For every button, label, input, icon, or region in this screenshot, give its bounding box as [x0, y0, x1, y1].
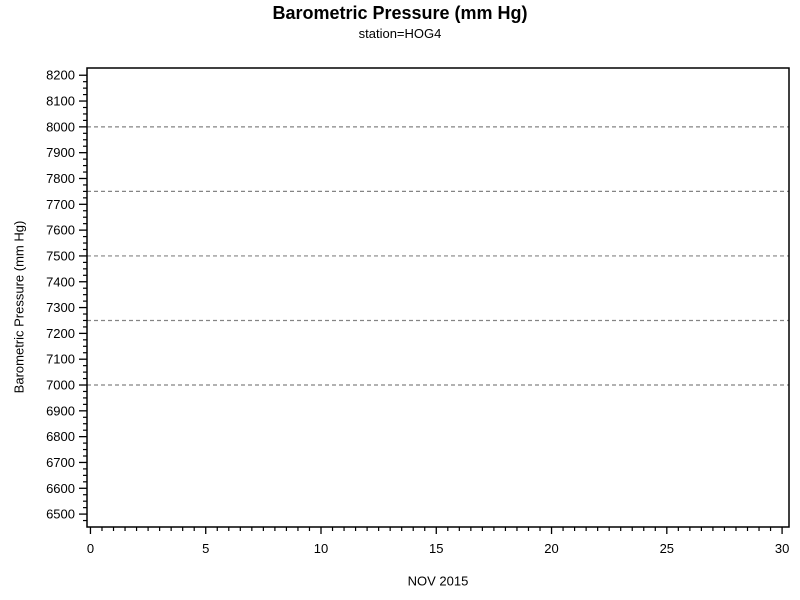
- chart-title: Barometric Pressure (mm Hg): [272, 3, 528, 23]
- y-axis-tick-label: 6600: [46, 481, 75, 496]
- y-axis-tick-label: 7700: [46, 197, 75, 212]
- y-axis-tick-label: 8200: [46, 68, 75, 83]
- y-axis-tick-label: 7500: [46, 248, 75, 263]
- chart-subtitle: station=HOG4: [358, 26, 442, 41]
- y-axis-tick-label: 7600: [46, 223, 75, 238]
- x-axis-tick-label: 5: [202, 541, 209, 556]
- x-axis-tick-label: 20: [544, 541, 558, 556]
- y-axis-tick-label: 7300: [46, 300, 75, 315]
- y-axis-tick-label: 7200: [46, 326, 75, 341]
- x-axis-tick-label: 30: [775, 541, 789, 556]
- y-axis-tick-label: 8100: [46, 94, 75, 109]
- x-axis-tick-label: 10: [314, 541, 328, 556]
- x-axis-label: NOV 2015: [407, 573, 469, 589]
- y-axis-tick-label: 7000: [46, 378, 75, 393]
- y-axis-tick-label: 6800: [46, 429, 75, 444]
- x-axis-tick-label: 15: [429, 541, 443, 556]
- y-axis-tick-label: 6500: [46, 507, 75, 522]
- x-axis-tick-label: 25: [660, 541, 674, 556]
- y-axis-tick-label: 7900: [46, 145, 75, 160]
- y-axis-tick-label: 8000: [46, 119, 75, 134]
- y-axis-tick-label: 7100: [46, 352, 75, 367]
- y-axis-tick-label: 6700: [46, 455, 75, 470]
- y-axis-tick-label: 7800: [46, 171, 75, 186]
- plot-frame: [86, 67, 790, 528]
- x-axis-tick-label: 0: [87, 541, 94, 556]
- y-axis-tick-label: 7400: [46, 274, 75, 289]
- y-axis-tick-label: 6900: [46, 403, 75, 418]
